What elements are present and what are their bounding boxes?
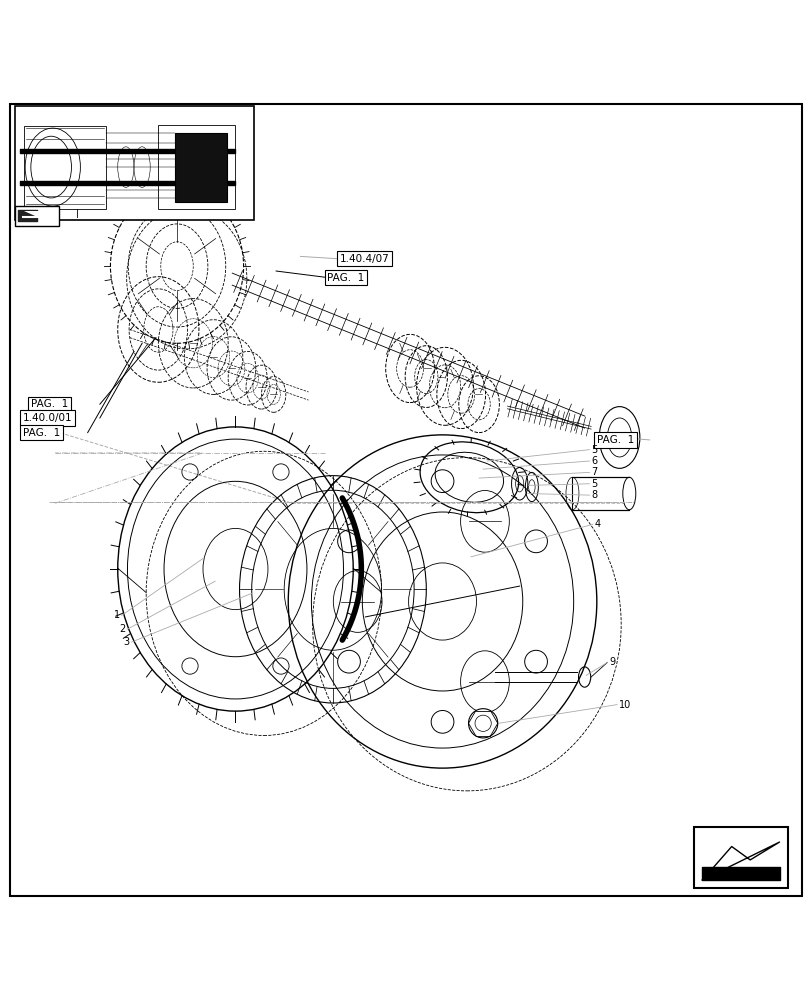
Ellipse shape [622, 477, 635, 510]
Polygon shape [702, 842, 779, 880]
Text: 6: 6 [590, 456, 597, 466]
Text: 5: 5 [590, 479, 597, 489]
Bar [15, 106, 254, 220]
Polygon shape [24, 211, 53, 224]
Text: 1.40.4/07: 1.40.4/07 [339, 254, 388, 264]
Bar [15, 206, 59, 226]
Text: PAG.  1: PAG. 1 [31, 399, 68, 409]
Text: 9: 9 [608, 657, 615, 667]
Text: 1: 1 [114, 610, 120, 620]
Text: 2: 2 [119, 624, 126, 634]
Text: PAG.  1: PAG. 1 [23, 428, 60, 438]
Text: PAG.  1: PAG. 1 [596, 435, 633, 445]
Text: 8: 8 [590, 490, 597, 500]
Text: 1.40.0/01: 1.40.0/01 [23, 413, 72, 423]
Circle shape [468, 709, 497, 738]
Text: 10: 10 [618, 700, 630, 710]
Bar [158, 125, 235, 209]
Ellipse shape [577, 667, 590, 687]
Text: PAG.  1: PAG. 1 [327, 273, 364, 283]
Polygon shape [572, 477, 629, 510]
Bar [174, 133, 227, 202]
Text: 7: 7 [590, 467, 597, 477]
Text: 4: 4 [594, 519, 600, 529]
Text: 3: 3 [123, 637, 130, 647]
Bar [693, 827, 787, 888]
Text: 5: 5 [590, 445, 597, 455]
